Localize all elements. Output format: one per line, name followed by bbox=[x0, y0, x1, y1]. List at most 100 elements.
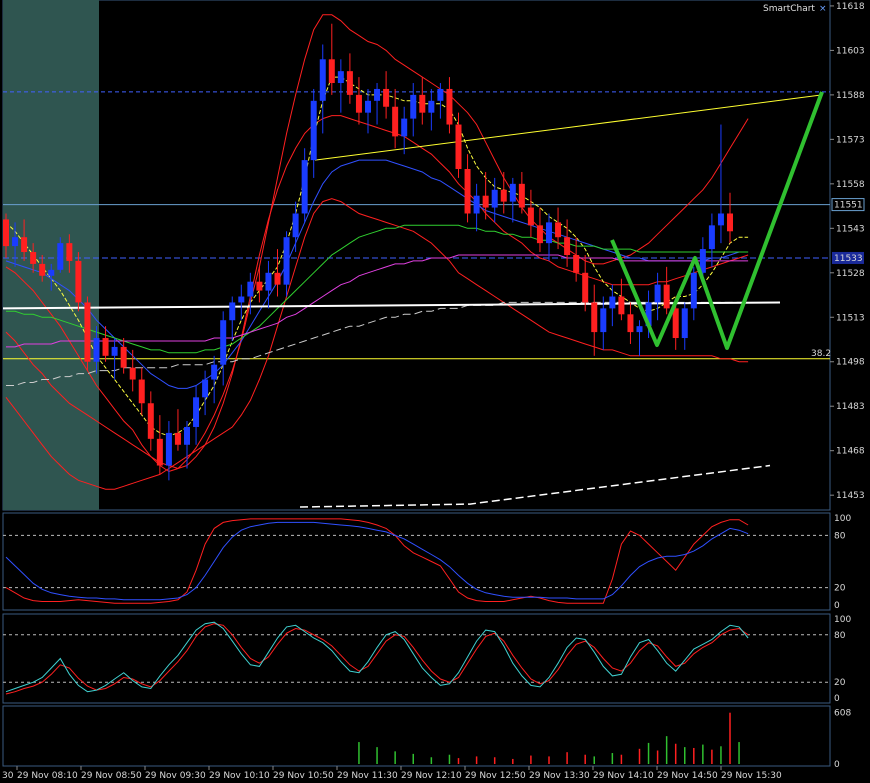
candle-body bbox=[573, 255, 580, 273]
oscillator-line-1 bbox=[5, 621, 749, 693]
candle-body bbox=[346, 71, 353, 95]
x-tick-label: 29 Nov 14:10 bbox=[593, 771, 654, 781]
y-tick-label: 11513 bbox=[836, 313, 865, 323]
candle-body bbox=[518, 183, 525, 208]
candle-body bbox=[437, 88, 444, 101]
candle-body bbox=[482, 195, 489, 208]
close-icon[interactable]: × bbox=[818, 4, 827, 14]
candle-body bbox=[202, 379, 209, 398]
ref-price-label: 11533 bbox=[834, 254, 863, 264]
candle-body bbox=[220, 320, 227, 365]
candle-body bbox=[328, 59, 335, 84]
stochastic-y-tick: 80 bbox=[834, 531, 846, 541]
candle-body bbox=[165, 432, 172, 466]
candle-body bbox=[636, 326, 643, 333]
pane-frame-o2 bbox=[2, 613, 831, 704]
indicator-line-1 bbox=[5, 115, 749, 470]
candle-body bbox=[618, 296, 625, 315]
x-tick-label: 30 bbox=[2, 771, 14, 781]
candle-body bbox=[708, 225, 715, 250]
pane-frame-v bbox=[2, 705, 831, 767]
candle-body bbox=[265, 272, 272, 291]
candle-body bbox=[21, 237, 28, 253]
volume-y-tick: 608 bbox=[834, 709, 851, 719]
x-tick-label: 29 Nov 15:30 bbox=[721, 771, 782, 781]
oscillator-line-0 bbox=[5, 623, 749, 695]
candle-body bbox=[455, 124, 462, 170]
candle-body bbox=[582, 272, 589, 303]
current-price-label: 11551 bbox=[834, 201, 863, 211]
resistance-trendline bbox=[314, 94, 823, 161]
y-tick-label: 11618 bbox=[836, 2, 865, 12]
y-tick-label: 11558 bbox=[836, 180, 865, 190]
candle-body bbox=[301, 160, 308, 214]
stochastic-y-tick: 100 bbox=[834, 514, 851, 524]
indicator-line-4 bbox=[5, 159, 749, 389]
candle-body bbox=[156, 438, 163, 466]
candle-body bbox=[57, 243, 64, 270]
window-title: SmartChart bbox=[763, 4, 815, 14]
candle-body bbox=[591, 302, 598, 333]
y-tick-label: 11468 bbox=[836, 447, 865, 457]
x-tick-label: 29 Nov 10:10 bbox=[209, 771, 270, 781]
x-tick-label: 29 Nov 08:10 bbox=[17, 771, 78, 781]
candle-body bbox=[699, 249, 706, 273]
candle-body bbox=[464, 169, 471, 214]
stochastic-line-0 bbox=[5, 518, 749, 604]
fib-label: 38.2 bbox=[811, 349, 831, 359]
candle-body bbox=[401, 118, 408, 137]
candle-body bbox=[546, 222, 552, 244]
smartchart-badge[interactable]: SmartChart × bbox=[763, 4, 827, 14]
candle-body bbox=[527, 207, 534, 226]
x-tick-label: 29 Nov 10:50 bbox=[273, 771, 334, 781]
stochastic-line-1 bbox=[5, 521, 749, 601]
w-pattern-drawing bbox=[610, 91, 824, 350]
candle-body bbox=[310, 100, 317, 161]
session-shade bbox=[3, 0, 99, 510]
candle-body bbox=[129, 367, 136, 380]
candle-body bbox=[274, 272, 281, 285]
candle-body bbox=[319, 59, 326, 101]
indicator-line-5 bbox=[6, 224, 749, 354]
candle-body bbox=[383, 88, 390, 107]
stochastic-y-tick: 0 bbox=[834, 601, 840, 611]
y-tick-label: 11498 bbox=[836, 358, 865, 368]
x-tick-label: 29 Nov 12:10 bbox=[401, 771, 462, 781]
candle-body bbox=[93, 338, 100, 362]
x-tick-label: 29 Nov 11:30 bbox=[337, 771, 398, 781]
candle-body bbox=[690, 272, 697, 309]
indicator-line-0 bbox=[5, 14, 749, 473]
oscillator-y-tick: 100 bbox=[834, 615, 851, 625]
y-tick-label: 11603 bbox=[836, 46, 865, 56]
support-line bbox=[2, 301, 781, 310]
candle-body bbox=[500, 189, 507, 202]
candle-body bbox=[238, 296, 245, 303]
candle-body bbox=[555, 222, 562, 238]
pane-frame-o1 bbox=[2, 512, 831, 611]
candle-body bbox=[193, 397, 200, 427]
current-price-badge bbox=[831, 198, 865, 212]
indicator-line-3 bbox=[5, 76, 749, 437]
candle-body bbox=[446, 88, 453, 125]
indicator-line-2 bbox=[5, 198, 749, 490]
y-tick-label: 11453 bbox=[836, 491, 865, 501]
candle-body bbox=[681, 308, 688, 339]
candle-body bbox=[12, 237, 19, 247]
candle-body bbox=[292, 213, 299, 238]
candle-body bbox=[211, 364, 218, 380]
candle-body bbox=[727, 213, 733, 232]
pane-frame-main bbox=[2, 0, 831, 511]
indicator-line-7 bbox=[6, 301, 749, 386]
y-tick-label: 11483 bbox=[836, 402, 865, 412]
candle-body bbox=[84, 302, 91, 362]
candle-body bbox=[672, 308, 679, 339]
candle-body bbox=[663, 284, 670, 309]
y-tick-label: 11543 bbox=[836, 224, 865, 234]
oscillator-y-tick: 0 bbox=[834, 694, 840, 704]
candle-body bbox=[645, 302, 652, 327]
candle-body bbox=[473, 195, 480, 214]
candle-body bbox=[120, 346, 127, 368]
candle-body bbox=[147, 403, 154, 439]
x-tick-label: 29 Nov 14:50 bbox=[657, 771, 718, 781]
